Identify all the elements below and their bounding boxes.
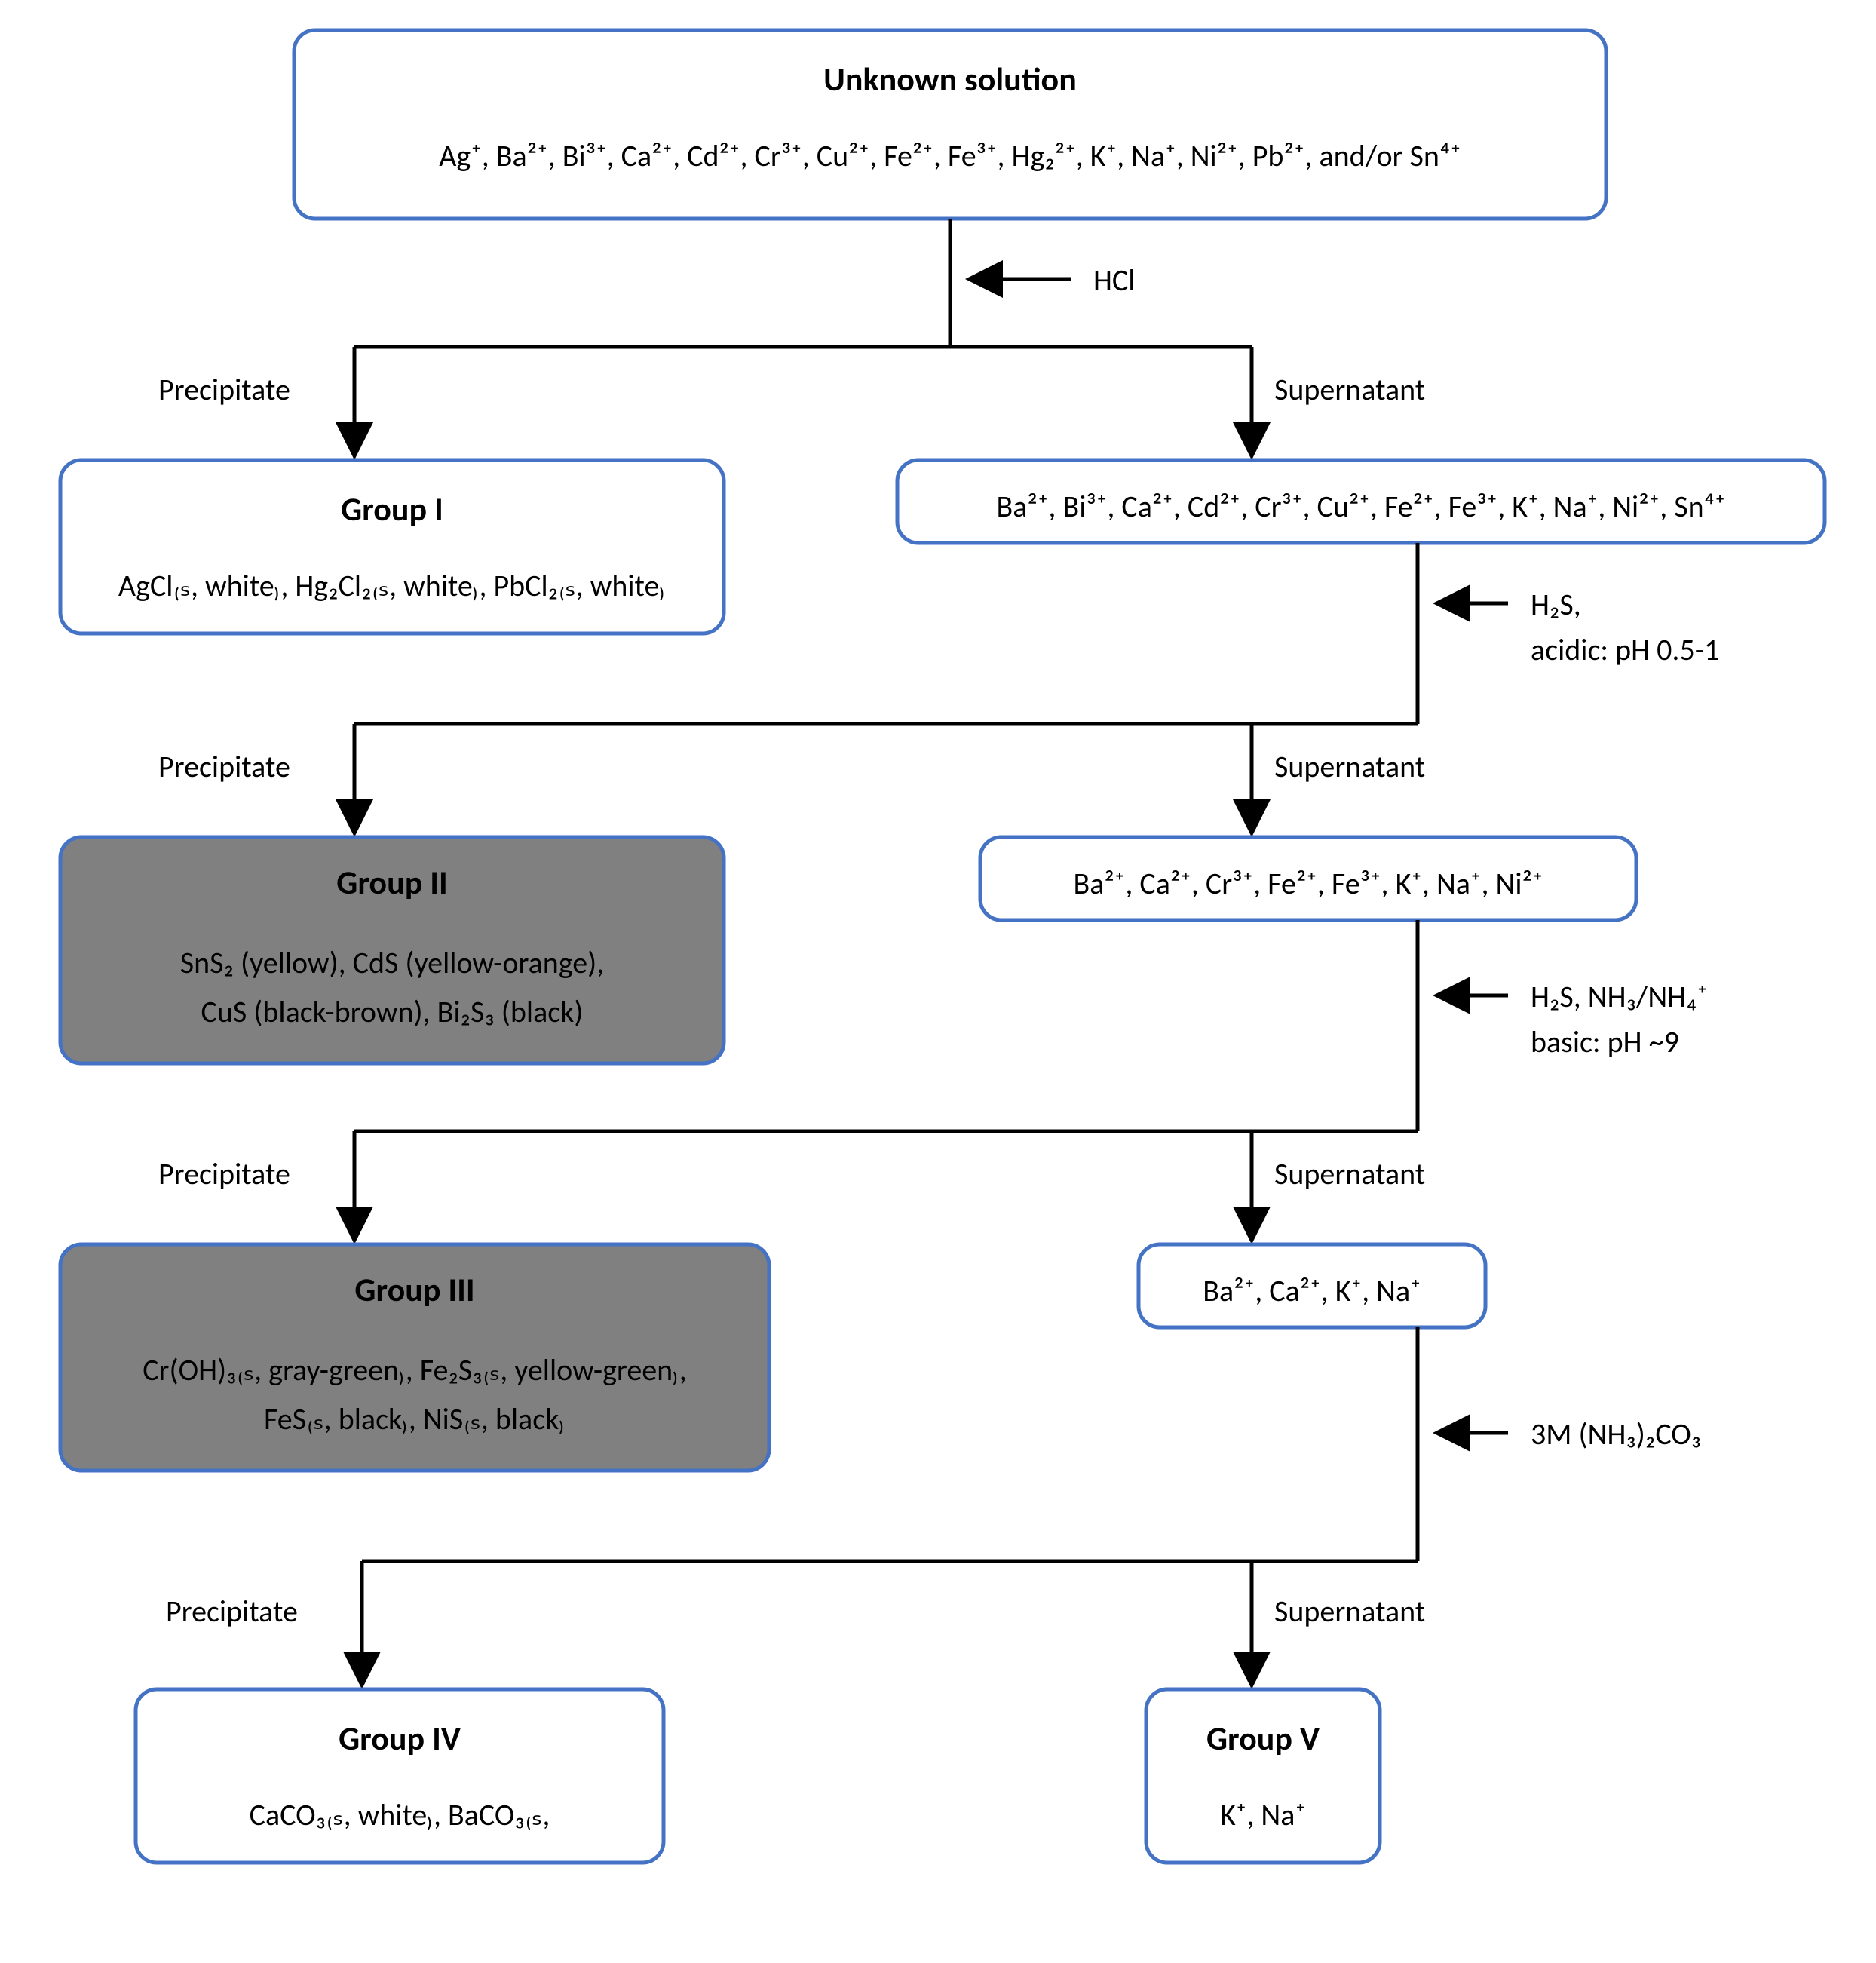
node-group-3-title: Group III (354, 1269, 474, 1310)
node-sup2-body: Ba²⁺, Ca²⁺, Cr³⁺, Fe²⁺, Fe³⁺, K⁺, Na⁺, N… (1073, 865, 1543, 902)
node-unknown-body: Ag⁺, Ba²⁺, Bi³⁺, Ca²⁺, Cd²⁺, Cr³⁺, Cu²⁺,… (439, 137, 1461, 174)
node-group-4-title: Group IV (339, 1718, 461, 1759)
reagent-h2s-b1: H₂S, NH₃/NH₄⁺ (1531, 978, 1708, 1015)
label-supernatant-1: Supernatant (1274, 371, 1425, 408)
node-group-2-title: Group II (336, 862, 447, 903)
reagent-h2s-a2: acidic: pH 0.5-1 (1531, 631, 1719, 668)
node-group-1 (60, 460, 724, 633)
node-sup1-body: Ba²⁺, Bi³⁺, Ca²⁺, Cd²⁺, Cr³⁺, Cu²⁺, Fe²⁺… (997, 488, 1726, 525)
qualitative-analysis-flowchart: Unknown solution Ag⁺, Ba²⁺, Bi³⁺, Ca²⁺, … (0, 0, 1876, 1963)
label-supernatant-2: Supernatant (1274, 748, 1425, 785)
label-precipitate-2: Precipitate (158, 748, 290, 785)
label-precipitate-4: Precipitate (166, 1593, 298, 1630)
reagent-h2s-b2: basic: pH ~9 (1531, 1023, 1679, 1060)
label-precipitate-3: Precipitate (158, 1155, 290, 1192)
node-sup3-body: Ba²⁺, Ca²⁺, K⁺, Na⁺ (1203, 1272, 1421, 1309)
node-group-5-title: Group V (1206, 1718, 1320, 1759)
node-group-4-body: CaCO₃₍ₛ, white₎, BaCO₃₍ₛ, (250, 1796, 550, 1833)
node-group-4 (136, 1689, 664, 1863)
reagent-carbonate: 3M (NH₃)₂CO₃ (1531, 1416, 1701, 1452)
label-supernatant-3: Supernatant (1274, 1155, 1425, 1192)
node-group-5 (1146, 1689, 1380, 1863)
node-group-1-body: AgCl₍ₛ, white₎, Hg₂Cl₂₍ₛ, white₎, PbCl₂₍… (118, 567, 666, 604)
node-group-2-body1: SnS₂ (yellow), CdS (yellow-orange), (180, 944, 605, 981)
label-precipitate-1: Precipitate (158, 371, 290, 408)
node-group-3-body2: FeS₍ₛ, black₎, NiS₍ₛ, black₎ (264, 1400, 566, 1437)
label-supernatant-4: Supernatant (1274, 1593, 1425, 1630)
node-group-3-body1: Cr(OH)₃₍ₛ, gray-green₎, Fe₂S₃₍ₛ, yellow-… (143, 1351, 687, 1388)
node-group-2-body2: CuS (black-brown), Bi₂S₃ (black) (201, 993, 584, 1030)
node-unknown-title: Unknown solution (823, 59, 1077, 100)
reagent-h2s-a1: H₂S, (1531, 586, 1581, 623)
node-group-1-title: Group I (341, 489, 443, 529)
node-group-5-body: K⁺, Na⁺ (1220, 1796, 1306, 1833)
reagent-hcl: HCl (1093, 262, 1135, 299)
